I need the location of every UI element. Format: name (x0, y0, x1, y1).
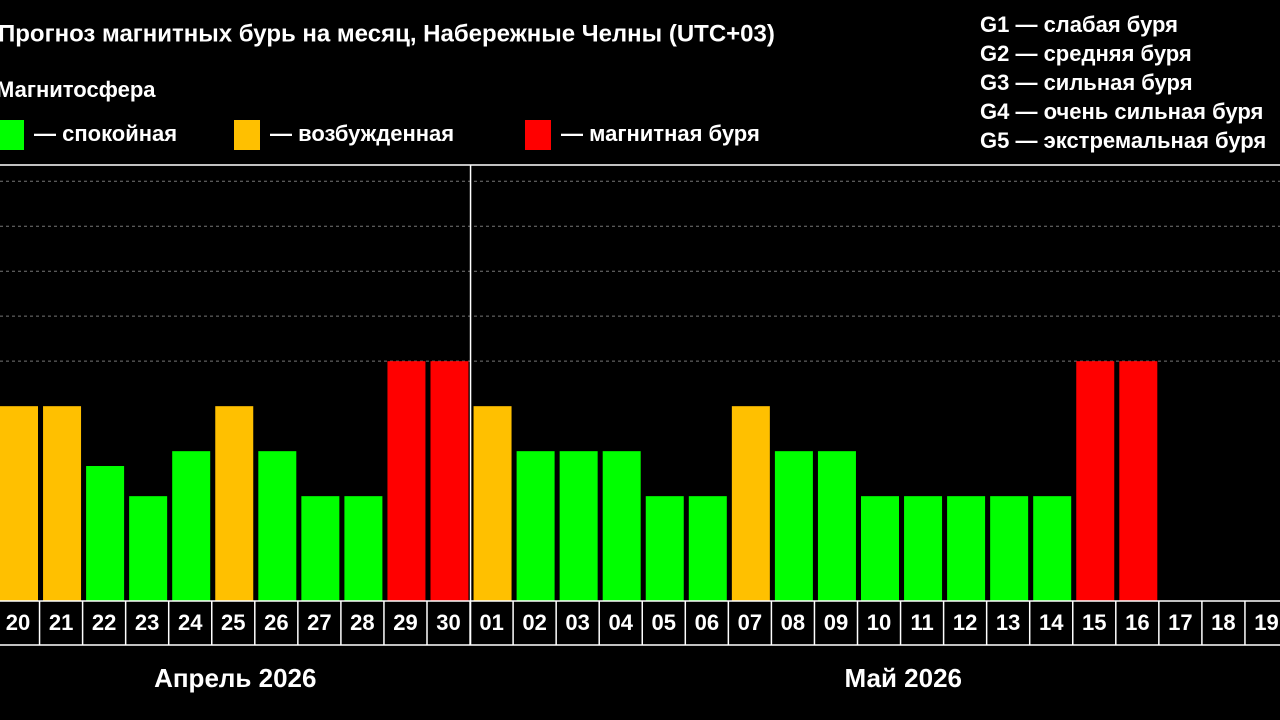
x-tick-label: 30 (436, 610, 460, 635)
bar (172, 451, 211, 601)
bar (990, 496, 1029, 601)
bar (904, 496, 943, 601)
x-tick-label: 24 (178, 610, 203, 635)
bar (215, 406, 254, 601)
x-tick-label: 12 (953, 610, 977, 635)
x-tick-label: 13 (996, 610, 1020, 635)
bar (0, 406, 38, 601)
x-tick-label: 04 (608, 610, 633, 635)
x-tick-label: 06 (695, 610, 719, 635)
bar (43, 406, 82, 601)
x-tick-label: 08 (781, 610, 805, 635)
x-tick-label: 29 (393, 610, 417, 635)
bar (559, 451, 598, 601)
bar (1119, 361, 1158, 601)
bar (817, 451, 856, 601)
bar (774, 451, 813, 601)
x-tick-label: 19 (1254, 610, 1278, 635)
bar (645, 496, 684, 601)
legend-swatch (0, 120, 24, 150)
bar (861, 496, 899, 601)
x-tick-label: 27 (307, 610, 331, 635)
legend-swatch (525, 120, 551, 150)
bar (430, 361, 469, 601)
bar (86, 466, 125, 601)
x-tick-label: 16 (1125, 610, 1149, 635)
bar (731, 406, 770, 601)
x-tick-label: 15 (1082, 610, 1106, 635)
x-tick-label: 23 (135, 610, 159, 635)
x-tick-label: 28 (350, 610, 374, 635)
bar (344, 496, 383, 601)
legend-title: Магнитосфера (0, 77, 156, 102)
bar (688, 496, 727, 601)
bar (387, 361, 426, 601)
bar (258, 451, 297, 601)
x-tick-label: 03 (565, 610, 589, 635)
x-tick-label: 14 (1039, 610, 1064, 635)
storm-scale-item: G4 — очень сильная буря (980, 99, 1263, 124)
x-tick-label: 07 (738, 610, 762, 635)
legend-swatch (234, 120, 260, 150)
x-tick-label: 25 (221, 610, 245, 635)
legend-label: — магнитная буря (561, 121, 760, 146)
x-tick-label: 18 (1211, 610, 1235, 635)
x-tick-label: 20 (6, 610, 30, 635)
x-tick-label: 21 (49, 610, 73, 635)
x-tick-label: 09 (824, 610, 848, 635)
bar (129, 496, 168, 601)
x-tick-label: 01 (479, 610, 503, 635)
x-tick-label: 05 (652, 610, 676, 635)
bar (516, 451, 555, 601)
storm-scale-item: G1 — слабая буря (980, 12, 1178, 37)
x-tick-label: 26 (264, 610, 288, 635)
storm-scale-item: G5 — экстремальная буря (980, 128, 1266, 153)
x-tick-label: 22 (92, 610, 116, 635)
storm-scale-item: G3 — сильная буря (980, 70, 1193, 95)
chart-title: Прогноз магнитных бурь на месяц, Набереж… (0, 20, 775, 47)
month-label: Май 2026 (845, 663, 962, 693)
bar (947, 496, 986, 601)
x-tick-label: 17 (1168, 610, 1192, 635)
x-tick-label: 11 (910, 610, 933, 635)
storm-scale-item: G2 — средняя буря (980, 41, 1192, 66)
legend-label: — спокойная (34, 121, 177, 146)
x-tick-label: 10 (867, 610, 891, 635)
x-tick-label: 02 (522, 610, 546, 635)
bar (602, 451, 641, 601)
legend-label: — возбужденная (270, 121, 454, 146)
bar (1076, 361, 1115, 601)
month-label: Апрель 2026 (154, 663, 316, 693)
bar (301, 496, 340, 601)
bar (473, 406, 512, 601)
bar (1033, 496, 1072, 601)
